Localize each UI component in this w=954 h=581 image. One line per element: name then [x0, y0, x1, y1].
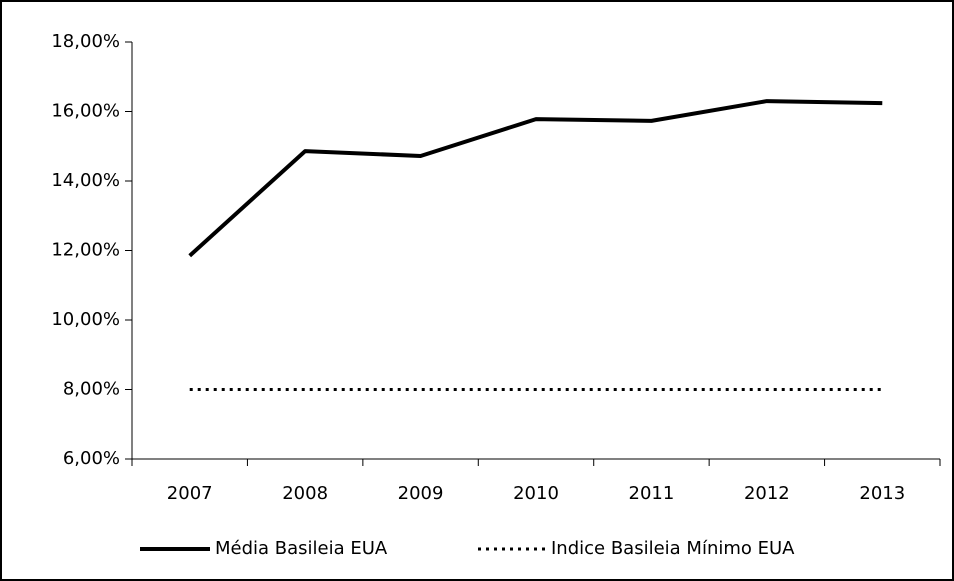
y-tick-label: 16,00% [51, 101, 120, 122]
x-tick-label: 2008 [282, 483, 328, 504]
x-tick-label: 2012 [744, 483, 790, 504]
y-tick-label: 10,00% [51, 309, 120, 330]
legend-label: Média Basileia EUA [215, 538, 388, 559]
line-series [188, 99, 883, 258]
legend-label: Indice Basileia Mínimo EUA [551, 538, 795, 559]
x-tick-label: 2007 [167, 483, 213, 504]
y-tick-label: 8,00% [63, 379, 120, 400]
x-tick-label: 2009 [398, 483, 444, 504]
x-tick-label: 2013 [859, 483, 905, 504]
x-tick-label: 2010 [513, 483, 559, 504]
y-tick-label: 6,00% [63, 448, 120, 469]
x-tick-label: 2011 [629, 483, 675, 504]
y-tick-label: 14,00% [51, 170, 120, 191]
y-tick-label: 12,00% [51, 240, 120, 261]
y-tick-label: 18,00% [51, 31, 120, 52]
